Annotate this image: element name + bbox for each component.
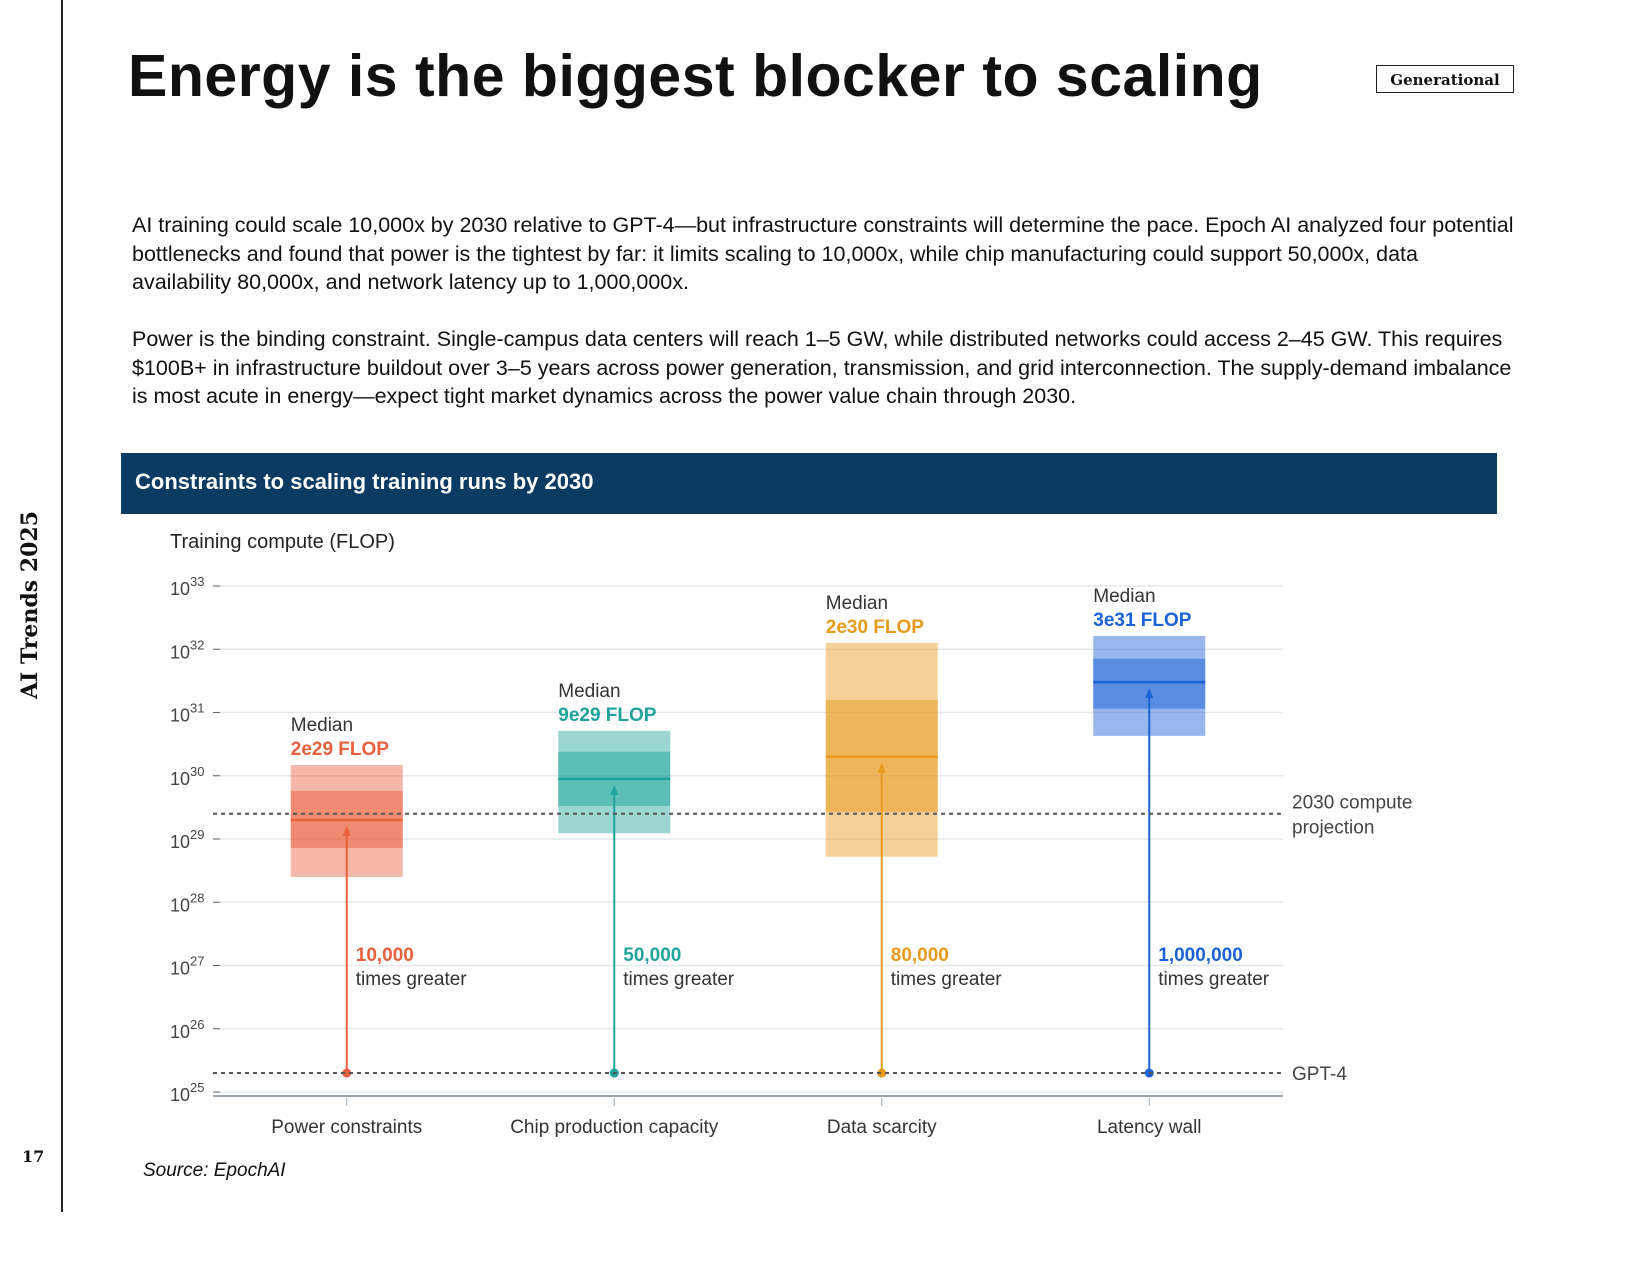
x-tick-label: Chip production capacity bbox=[510, 1117, 719, 1138]
category-tag: Generational bbox=[1376, 65, 1514, 93]
gpt4-point bbox=[877, 1068, 887, 1078]
median-value-label: 9e29 FLOP bbox=[558, 705, 657, 726]
multiplier-value: 50,000 bbox=[623, 945, 681, 966]
x-tick-label: Power constraints bbox=[271, 1117, 422, 1138]
x-tick-label: Latency wall bbox=[1097, 1117, 1202, 1138]
reference-label: 2030 compute bbox=[1292, 793, 1412, 814]
multiplier-caption: times greater bbox=[623, 969, 735, 990]
gpt4-point bbox=[342, 1068, 352, 1078]
chart-source: Source: EpochAI bbox=[143, 1160, 286, 1181]
multiplier-value: 80,000 bbox=[891, 945, 949, 966]
page-divider bbox=[61, 0, 63, 1212]
reference-label: GPT-4 bbox=[1292, 1064, 1347, 1085]
median-caption: Median bbox=[1093, 586, 1155, 607]
chart-title: Constraints to scaling training runs by … bbox=[135, 469, 594, 494]
multiplier-value: 1,000,000 bbox=[1158, 945, 1243, 966]
y-tick-label: 1032 bbox=[170, 637, 205, 662]
arrow-head bbox=[342, 826, 351, 837]
y-tick-label: 1030 bbox=[170, 764, 205, 789]
reference-label: projection bbox=[1292, 818, 1374, 839]
multiplier-value: 10,000 bbox=[356, 945, 414, 966]
y-tick-label: 1027 bbox=[170, 954, 205, 979]
multiplier-caption: times greater bbox=[1158, 969, 1270, 990]
median-caption: Median bbox=[826, 593, 888, 614]
arrow-head bbox=[1145, 688, 1154, 699]
page-title: Energy is the biggest blocker to scaling bbox=[128, 43, 1263, 109]
median-caption: Median bbox=[558, 681, 620, 702]
median-value-label: 2e30 FLOP bbox=[826, 617, 925, 638]
median-caption: Median bbox=[291, 715, 353, 736]
y-tick-label: 1025 bbox=[170, 1080, 205, 1105]
y-tick-label: 1028 bbox=[170, 890, 205, 915]
y-axis-label: Training compute (FLOP) bbox=[170, 531, 395, 553]
y-tick-label: 1029 bbox=[170, 827, 205, 852]
arrow-head bbox=[610, 784, 619, 795]
chart-header-band: Constraints to scaling training runs by … bbox=[121, 453, 1497, 514]
median-value-label: 3e31 FLOP bbox=[1093, 610, 1192, 631]
median-value-label: 2e29 FLOP bbox=[291, 739, 390, 760]
multiplier-caption: times greater bbox=[356, 969, 468, 990]
arrow-head bbox=[877, 762, 886, 773]
y-tick-label: 1033 bbox=[170, 574, 205, 599]
multiplier-caption: times greater bbox=[891, 969, 1003, 990]
x-tick-label: Data scarcity bbox=[827, 1117, 937, 1138]
intro-paragraph: AI training could scale 10,000x by 2030 … bbox=[132, 213, 1514, 294]
y-tick-label: 1031 bbox=[170, 701, 205, 726]
page-number: 17 bbox=[22, 1147, 45, 1166]
power-paragraph: Power is the binding constraint. Single-… bbox=[132, 327, 1512, 408]
y-tick-label: 1026 bbox=[170, 1017, 205, 1042]
